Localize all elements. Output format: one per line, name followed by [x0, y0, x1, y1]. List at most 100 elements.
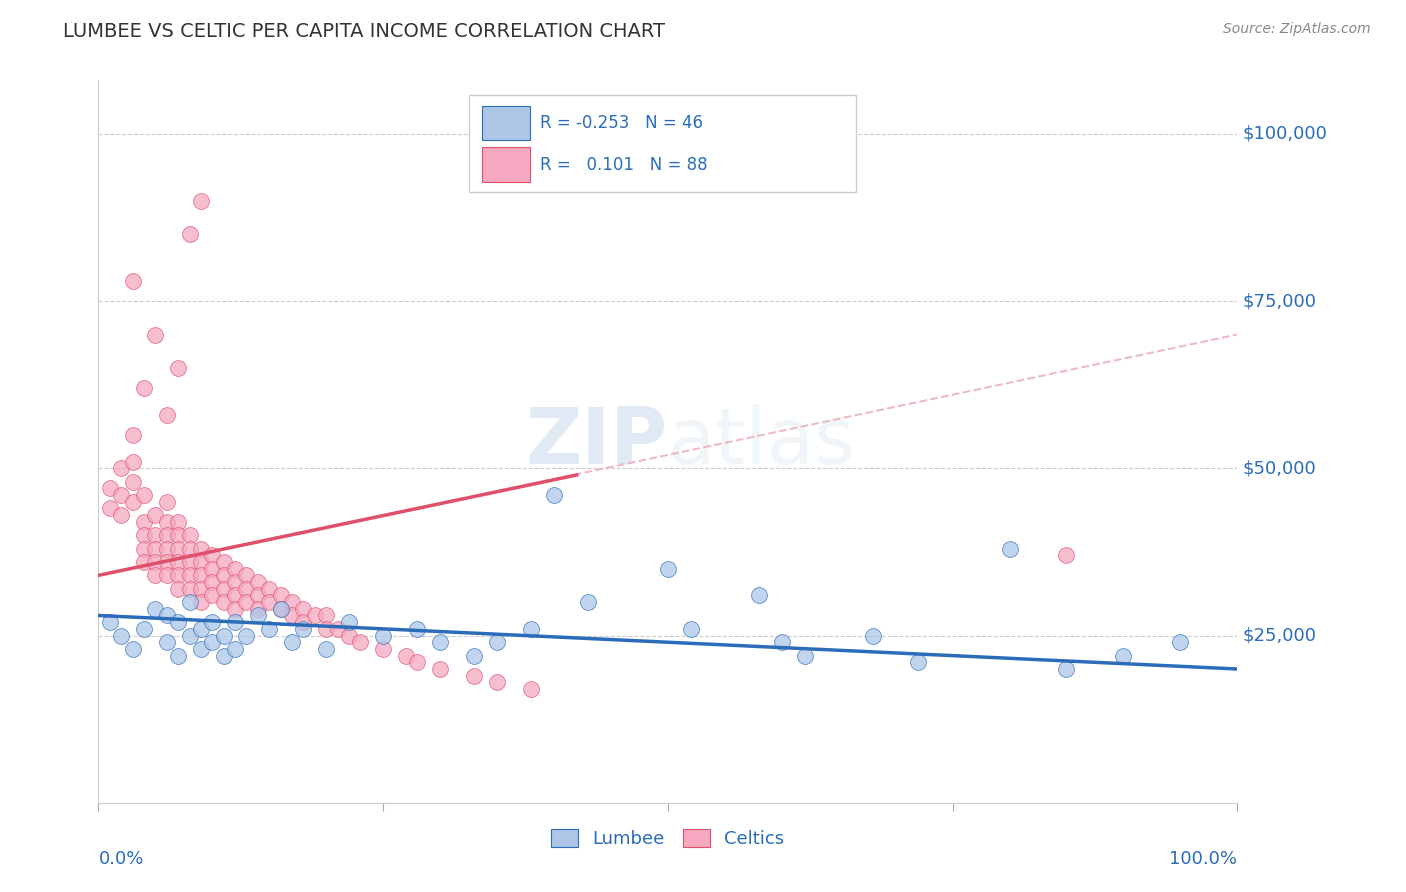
Point	[156, 541, 179, 556]
Point	[224, 615, 246, 630]
Point	[179, 595, 201, 609]
Point	[156, 494, 179, 508]
Point	[201, 575, 224, 590]
Point	[486, 675, 509, 690]
Point	[212, 595, 235, 609]
Text: 0.0%: 0.0%	[98, 850, 143, 868]
Point	[132, 555, 155, 569]
Point	[110, 628, 132, 642]
Point	[315, 642, 337, 657]
Point	[371, 642, 394, 657]
Point	[463, 669, 485, 683]
Point	[429, 662, 451, 676]
Point	[121, 494, 143, 508]
Point	[179, 227, 201, 241]
Point	[156, 608, 179, 623]
Point	[429, 635, 451, 649]
Point	[576, 595, 599, 609]
Point	[406, 655, 429, 669]
Point	[110, 488, 132, 502]
Text: $100,000: $100,000	[1243, 125, 1327, 143]
Point	[212, 648, 235, 663]
Point	[657, 562, 679, 576]
Point	[156, 555, 179, 569]
Point	[145, 568, 167, 582]
Point	[270, 602, 292, 616]
Point	[98, 501, 121, 516]
Point	[167, 528, 190, 542]
Point	[167, 361, 190, 376]
Point	[201, 562, 224, 576]
Point	[121, 642, 143, 657]
Point	[110, 461, 132, 475]
Point	[179, 541, 201, 556]
Point	[224, 642, 246, 657]
Point	[246, 602, 269, 616]
Text: atlas: atlas	[668, 403, 855, 480]
Point	[190, 642, 212, 657]
Point	[235, 628, 257, 642]
Point	[315, 608, 337, 623]
Point	[862, 628, 884, 642]
Point	[190, 568, 212, 582]
Point	[212, 568, 235, 582]
Point	[337, 628, 360, 642]
Text: $75,000: $75,000	[1243, 292, 1317, 310]
Point	[212, 555, 235, 569]
Point	[132, 488, 155, 502]
Text: Source: ZipAtlas.com: Source: ZipAtlas.com	[1223, 22, 1371, 37]
Point	[145, 508, 167, 523]
Point	[281, 635, 304, 649]
Point	[281, 595, 304, 609]
Point	[246, 589, 269, 603]
Point	[235, 595, 257, 609]
Point	[326, 622, 349, 636]
Point	[167, 648, 190, 663]
Point	[270, 602, 292, 616]
Point	[292, 615, 315, 630]
Point	[145, 602, 167, 616]
Point	[224, 602, 246, 616]
Text: LUMBEE VS CELTIC PER CAPITA INCOME CORRELATION CHART: LUMBEE VS CELTIC PER CAPITA INCOME CORRE…	[63, 22, 665, 41]
Point	[235, 568, 257, 582]
Point	[167, 615, 190, 630]
Point	[132, 381, 155, 395]
Point	[224, 589, 246, 603]
Point	[190, 595, 212, 609]
Point	[259, 582, 281, 596]
Point	[98, 615, 121, 630]
Point	[748, 589, 770, 603]
Point	[145, 541, 167, 556]
Point	[1170, 635, 1192, 649]
Point	[156, 528, 179, 542]
Point	[190, 622, 212, 636]
Point	[520, 622, 543, 636]
Point	[337, 615, 360, 630]
Point	[201, 615, 224, 630]
Point	[156, 568, 179, 582]
Point	[259, 622, 281, 636]
Point	[1112, 648, 1135, 663]
Point	[395, 648, 418, 663]
Text: R = -0.253   N = 46: R = -0.253 N = 46	[540, 114, 703, 132]
Point	[224, 575, 246, 590]
Point	[179, 555, 201, 569]
Point	[770, 635, 793, 649]
Point	[259, 595, 281, 609]
Point	[486, 635, 509, 649]
Point	[98, 482, 121, 496]
Point	[292, 622, 315, 636]
Point	[167, 555, 190, 569]
Point	[179, 628, 201, 642]
Point	[235, 582, 257, 596]
Point	[201, 548, 224, 563]
Point	[907, 655, 929, 669]
Point	[167, 568, 190, 582]
Point	[463, 648, 485, 663]
Point	[315, 622, 337, 636]
Point	[190, 555, 212, 569]
Point	[132, 622, 155, 636]
Point	[179, 528, 201, 542]
Point	[679, 622, 702, 636]
Point	[371, 628, 394, 642]
